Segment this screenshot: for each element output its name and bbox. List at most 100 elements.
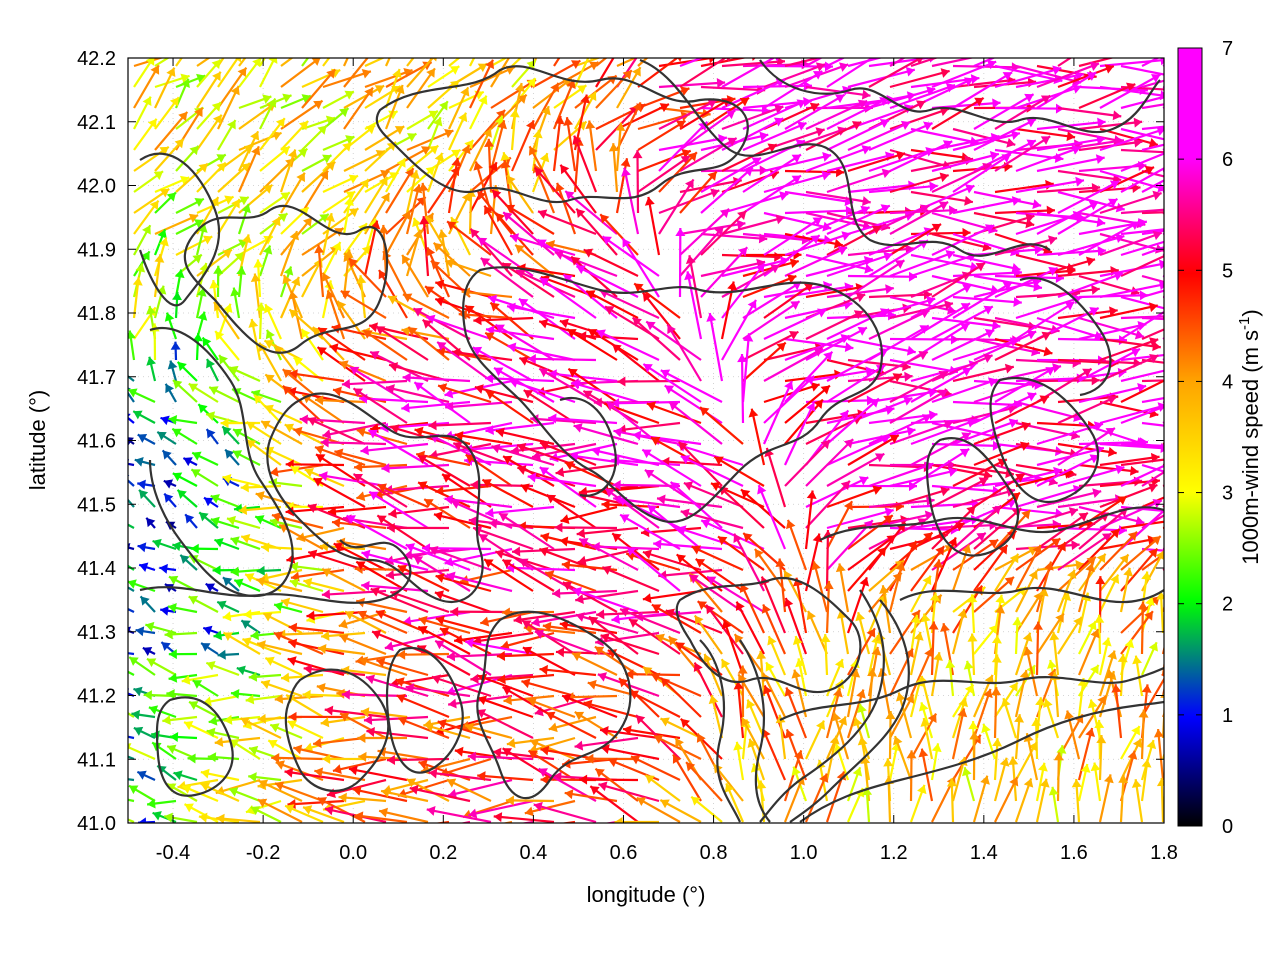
wind-arrow [889,140,953,172]
wind-arrow [721,251,783,262]
wind-arrow [284,423,324,445]
wind-arrow [1036,488,1102,509]
wind-arrow [1057,58,1073,67]
wind-arrow [473,315,534,326]
wind-arrow [1120,127,1164,141]
wind-arrow [483,558,534,592]
wind-arrow [928,621,939,676]
wind-arrow [1141,421,1164,427]
wind-arrow [641,291,681,340]
wind-arrow [378,269,408,319]
wind-arrow [208,386,240,403]
wind-arrow [931,477,989,508]
wind-arrow [721,619,745,676]
wind-arrow [452,441,513,467]
wind-arrow [721,191,789,215]
wind-arrow [217,649,240,660]
wind-arrow [146,657,177,676]
colorbar-tick-label: 2 [1222,594,1233,616]
wind-arrow [805,205,871,236]
wind-arrow [1099,280,1164,299]
contour-line [989,377,1100,503]
wind-arrow [1078,505,1145,526]
wind-arrow [804,533,823,592]
wind-arrow [163,492,177,508]
colorbar-tick-label: 7 [1222,38,1233,60]
wind-arrow [1078,553,1107,592]
wind-arrow [162,715,198,726]
wind-arrow [154,111,189,151]
wind-arrow [644,774,681,802]
wind-arrow [619,607,681,635]
y-axis-title: latitude (°) [25,390,50,491]
wind-arrow [784,351,834,403]
wind-arrow [679,208,730,256]
wind-arrow [931,59,997,89]
wind-arrow [737,353,748,424]
wind-arrow [684,271,703,340]
contour-line [925,437,1020,557]
wind-arrow [378,807,429,823]
wind-arrow [700,156,762,193]
wind-arrow [826,118,890,151]
wind-arrow [680,455,744,487]
wind-arrow [485,505,555,518]
wind-arrow [847,66,916,89]
wind-arrow [696,600,744,634]
wind-arrow [243,609,282,620]
contour-line [759,59,1161,134]
wind-arrow [578,537,639,571]
wind-arrow [483,205,513,256]
wind-arrow [489,119,507,172]
colorbar: 0 1 2 3 4 5 6 7 1000m-wind speed (m s-1) [1177,38,1263,838]
wind-arrow [700,210,748,256]
wind-arrow [1015,537,1061,571]
wind-arrow [459,820,471,823]
wind-arrow [679,137,738,172]
wind-arrow [1120,379,1164,403]
wind-arrow [1141,79,1164,89]
wind-arrow [653,734,702,760]
wind-arrow [1099,73,1161,109]
colorbar-tick-label: 6 [1222,149,1233,171]
wind-arrow [1057,532,1112,571]
wind-arrow [637,119,686,151]
wind-arrow [763,70,823,109]
wind-arrow [1120,405,1164,425]
wind-arrow [540,745,597,761]
wind-arrow [1120,520,1164,530]
wind-arrow [364,125,405,151]
wind-arrow [306,610,366,621]
wind-arrow [385,157,407,193]
wind-arrow [1036,511,1089,550]
wind-arrow [1078,82,1136,110]
wind-arrow [642,363,702,403]
wind-arrow [1036,134,1106,152]
wind-arrow [826,435,891,467]
wind-arrow [406,128,454,152]
wind-arrow [805,366,875,383]
wind-arrow [175,162,209,193]
wind-arrow [491,443,555,467]
wind-arrow [510,119,536,172]
wind-arrow [847,481,918,492]
wind-arrow [742,300,801,340]
wind-arrow [1120,738,1142,781]
wind-arrow [489,301,534,340]
wind-arrow [1120,148,1164,154]
x-tick-label: 0.6 [610,842,638,864]
wind-arrow [862,786,873,823]
wind-arrow [188,700,219,718]
wind-arrow [573,423,639,446]
wind-arrow [343,87,374,130]
wind-arrow [426,152,445,193]
contour-line [266,392,484,603]
wind-arrow [616,101,642,151]
wind-arrow [847,211,915,236]
wind-arrow [412,307,471,340]
wind-arrow [419,216,430,277]
wind-arrow [437,719,492,740]
wind-arrow [826,168,892,194]
wind-arrow [994,65,1062,89]
wind-arrow [128,607,135,613]
